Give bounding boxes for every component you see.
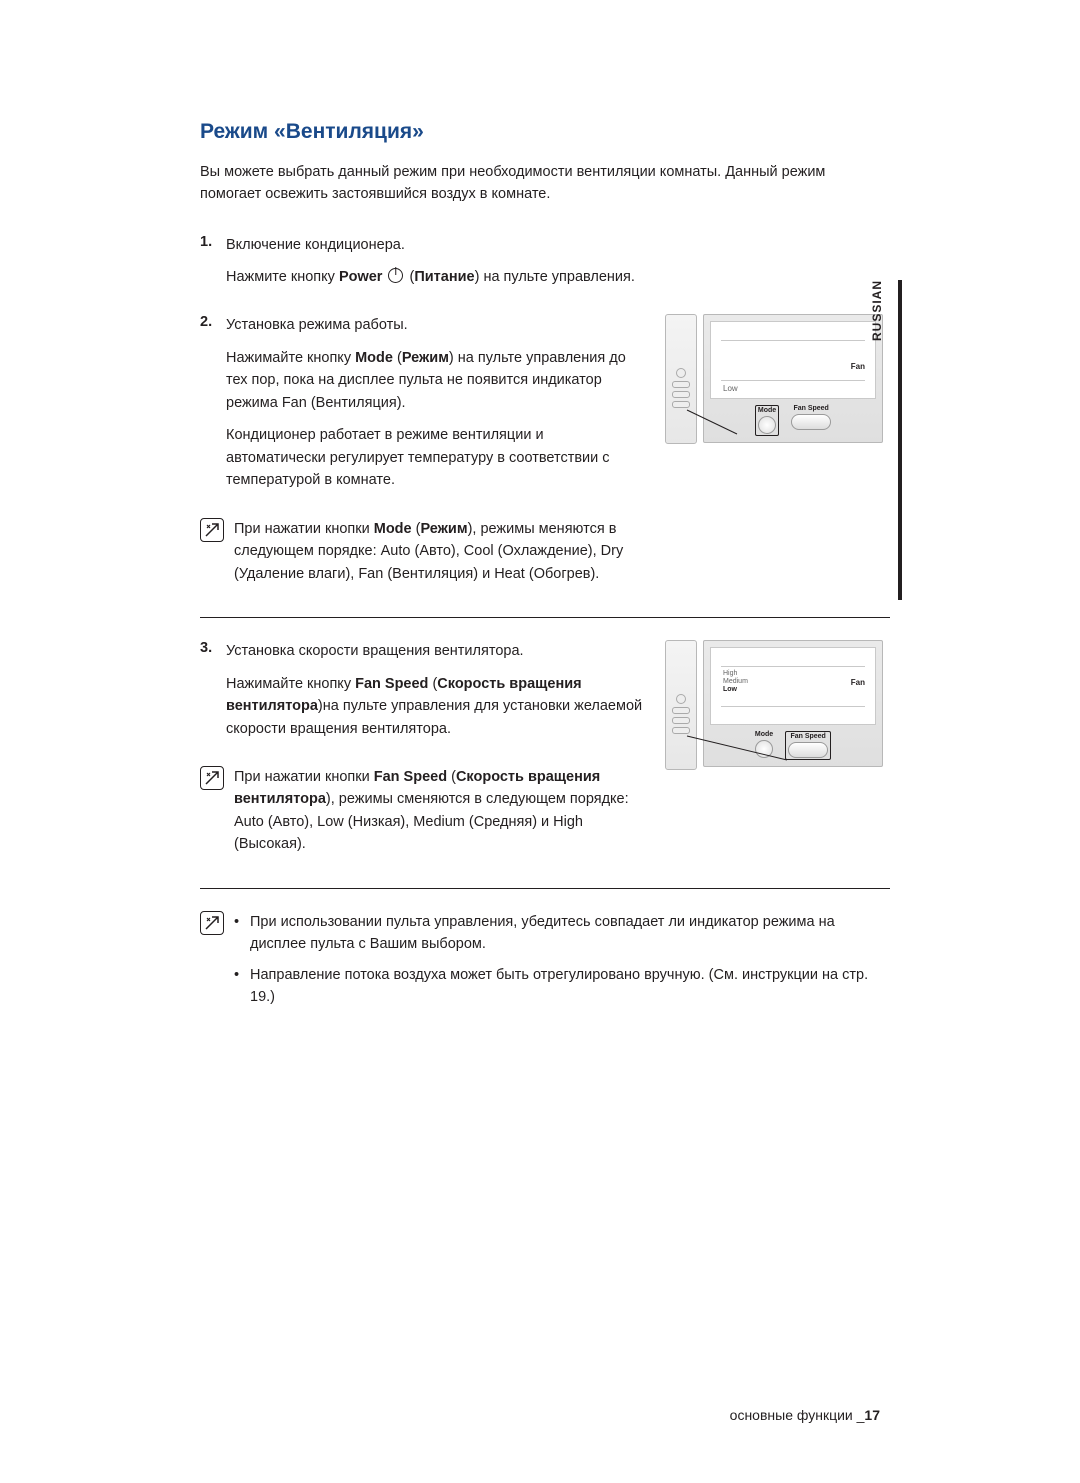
- speed-stack: High Medium Low: [723, 670, 748, 694]
- step-2-title: Установка режима работы.: [226, 314, 645, 336]
- power-icon: [388, 268, 403, 283]
- remote-figure-2: High Medium Low Fan Mode Fan Speed: [665, 640, 890, 770]
- side-bar: [898, 280, 902, 600]
- note-1-text: При нажатии кнопки Mode (Режим), режимы …: [234, 518, 645, 585]
- step-3: 3. Установка скорости вращения вентилято…: [200, 640, 645, 750]
- step-3-title: Установка скорости вращения вентилятора.: [226, 640, 645, 662]
- note-3-item-1: При использовании пульта управления, убе…: [234, 911, 890, 956]
- fanspeed-button-highlight: Fan Speed: [785, 731, 831, 760]
- screen-fan-label: Fan: [851, 678, 865, 687]
- step-2-p1: Нажимайте кнопку Mode (Режим) на пульте …: [226, 347, 645, 414]
- divider-2: [200, 888, 890, 889]
- note-2-text: При нажатии кнопки Fan Speed (Скорость в…: [234, 766, 645, 856]
- step-3-number: 3.: [200, 640, 226, 750]
- screen-low-label: Low: [723, 384, 738, 393]
- intro-text: Вы можете выбрать данный режим при необх…: [200, 162, 890, 206]
- step-1-title: Включение кондиционера.: [226, 234, 890, 256]
- fanspeed-button: Fan Speed: [791, 405, 831, 430]
- note-icon: [200, 518, 224, 542]
- note-3: При использовании пульта управления, убе…: [200, 911, 890, 1017]
- note-2: При нажатии кнопки Fan Speed (Скорость в…: [200, 766, 645, 856]
- step-1-number: 1.: [200, 234, 226, 299]
- note-icon: [200, 766, 224, 790]
- pointer-line-icon: [687, 410, 737, 440]
- step-2: 2. Установка режима работы. Нажимайте кн…: [200, 314, 645, 501]
- pointer-line-icon: [687, 736, 787, 766]
- step-1-body: Нажмите кнопку Power (Питание) на пульте…: [226, 266, 890, 288]
- step-2-p2: Кондиционер работает в режиме вентиляции…: [226, 424, 645, 491]
- step-3-p1: Нажимайте кнопку Fan Speed (Скорость вра…: [226, 673, 645, 740]
- step-1: 1. Включение кондиционера. Нажмите кнопк…: [200, 234, 890, 299]
- mode-button-highlight: Mode: [755, 405, 779, 436]
- page-title: Режим «Вентиляция»: [200, 120, 890, 144]
- note-icon: [200, 911, 224, 935]
- note-3-item-2: Направление потока воздуха может быть от…: [234, 964, 890, 1009]
- remote-figure-1: Fan Low Mode Fan Speed: [665, 314, 890, 444]
- language-tab: RUSSIAN: [870, 280, 890, 390]
- step-2-number: 2.: [200, 314, 226, 501]
- divider-1: [200, 617, 890, 618]
- note-1: При нажатии кнопки Mode (Режим), режимы …: [200, 518, 645, 585]
- screen-fan-label: Fan: [851, 362, 865, 371]
- page-footer: основные функции _17: [730, 1407, 880, 1423]
